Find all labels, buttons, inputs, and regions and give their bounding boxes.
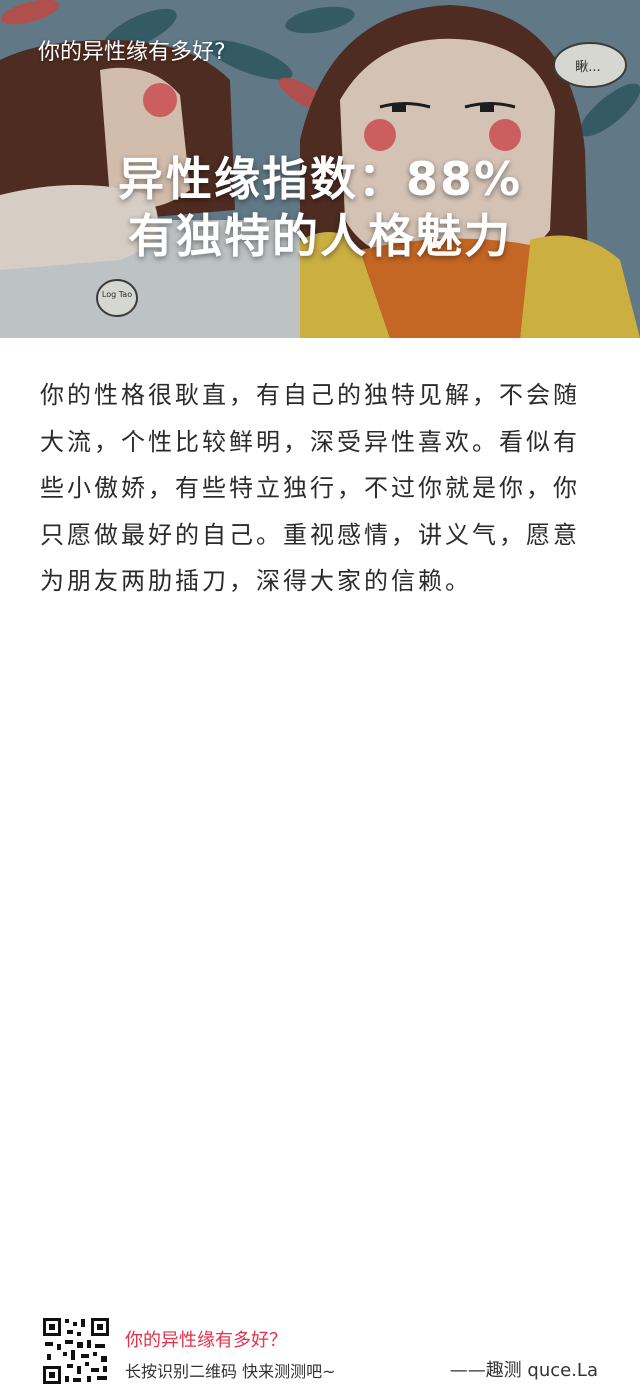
result-headline-score: 异性缘指数：88% [117,152,523,206]
qr-code-icon[interactable] [41,1316,111,1386]
footer-scan-hint: 长按识别二维码 快来测测吧~ [125,1362,336,1381]
result-headline-trait: 有独特的人格魅力 [128,209,512,263]
result-description: 你的性格很耿直，有自己的独特见解，不会随大流，个性比较鲜明，深受异性喜欢。看似有… [40,381,580,595]
footer-quiz-title: 你的异性缘有多好？ [125,1330,287,1351]
footer-brand: ——趣测 quce.La [449,1360,598,1381]
hero-quiz-title: 你的异性缘有多好? [38,40,226,65]
footer: 你的异性缘有多好？ 长按识别二维码 快来测测吧~ ——趣测 quce.La [0,655,640,1386]
hero-banner: Log Tao 瞅... 你的异性缘有多好? 异性缘指数：88% 有独特的人格魅… [0,0,640,338]
bubble-text: 瞅... [575,60,600,75]
cup-label: Log Tao [102,290,132,299]
hero-illustration: Log Tao 瞅... [0,0,640,338]
